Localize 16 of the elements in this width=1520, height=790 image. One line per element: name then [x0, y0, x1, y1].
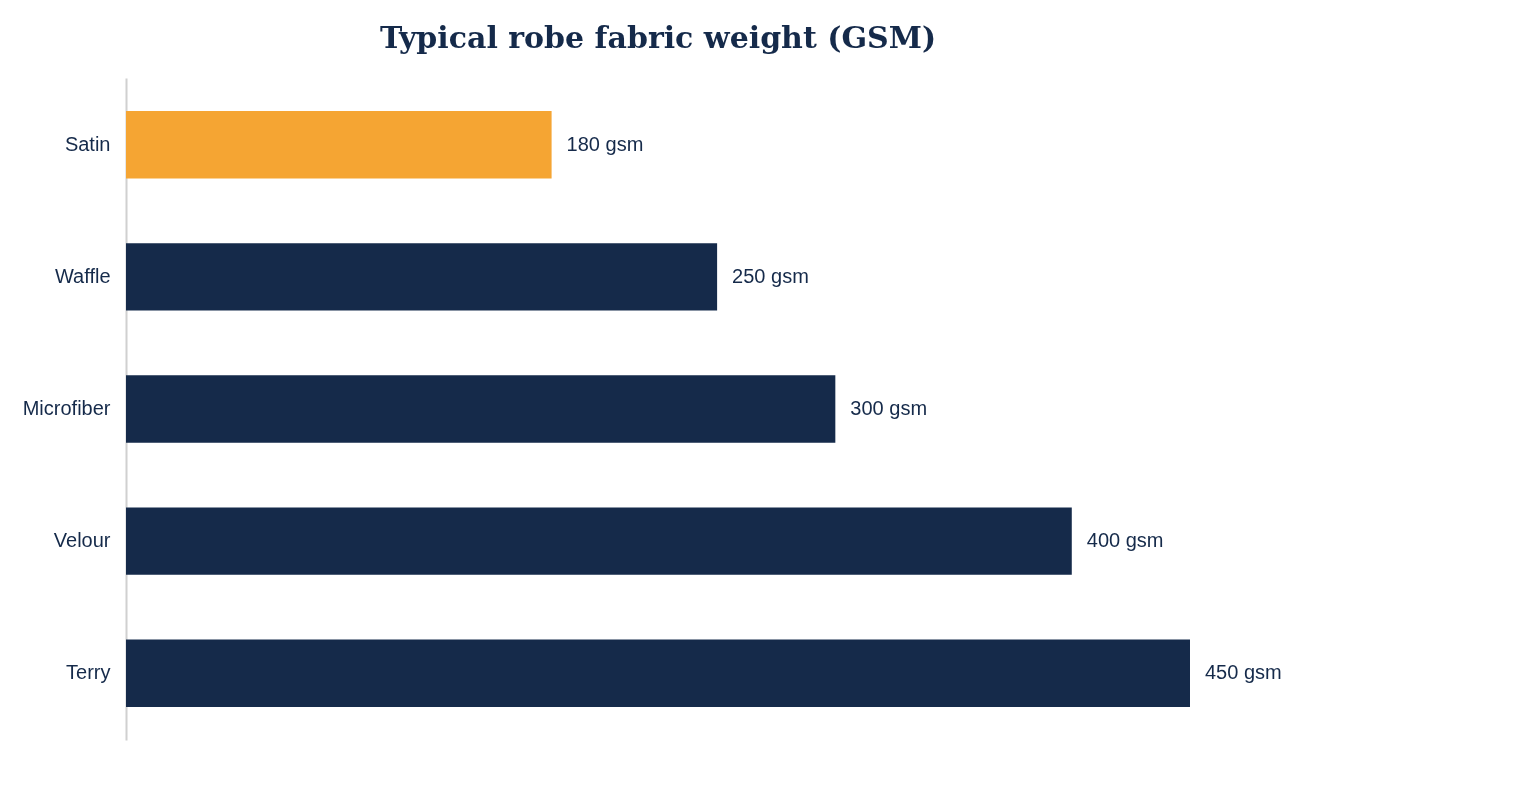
- data-label: 400 gsm: [1086, 529, 1164, 552]
- data-label: 300 gsm: [850, 397, 928, 419]
- bar: [126, 507, 1072, 575]
- bar: [126, 243, 718, 311]
- y-tick-label: Satin: [64, 132, 111, 155]
- bar: [126, 111, 552, 179]
- data-label: 180 gsm: [566, 132, 644, 155]
- data-label: 250 gsm: [732, 264, 809, 287]
- y-tick-label: Velour: [53, 529, 111, 552]
- chart-title: Typical robe fabric weight (GSM): [379, 20, 937, 55]
- bar: [126, 375, 836, 443]
- y-tick-label: Microfiber: [22, 397, 111, 419]
- y-tick-label: Terry: [66, 661, 111, 684]
- data-label: 450 gsm: [1205, 661, 1282, 684]
- bar: [126, 639, 1190, 707]
- y-tick-label: Waffle: [54, 264, 111, 287]
